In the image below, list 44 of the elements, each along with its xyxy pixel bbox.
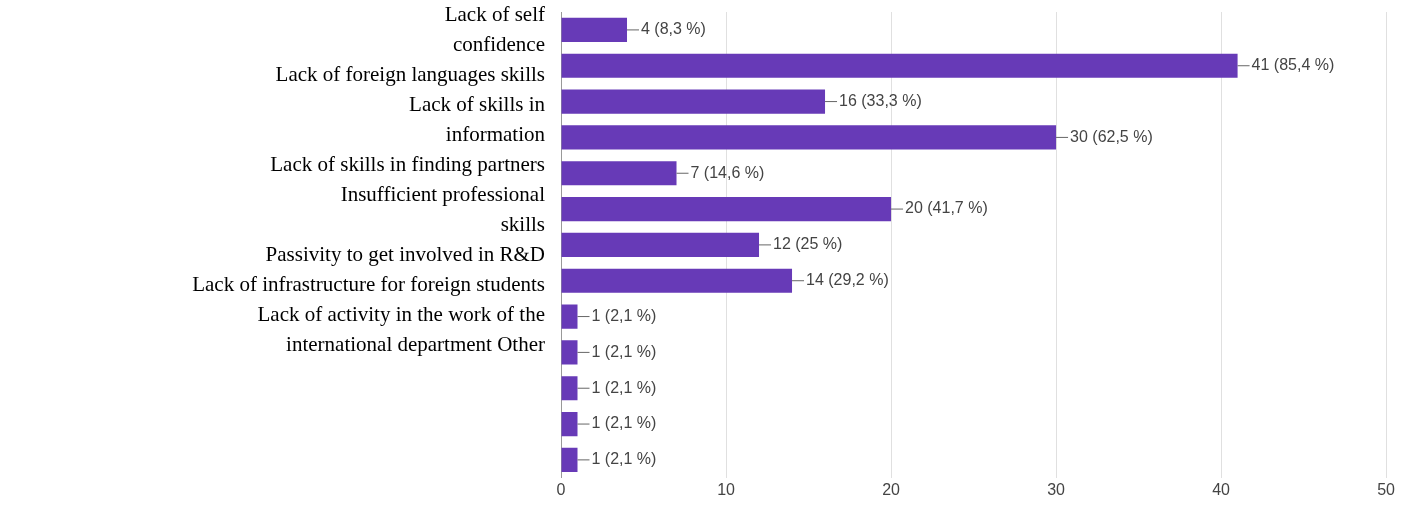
data-label: 7 (14,6 %)	[690, 163, 765, 181]
bar	[561, 376, 578, 401]
data-label: 4 (8,3 %)	[641, 20, 706, 38]
text: international department Other	[286, 332, 545, 357]
text: information	[445, 122, 545, 147]
bar	[561, 232, 760, 257]
bar	[561, 411, 578, 437]
x-tick-label: 40	[1212, 480, 1231, 498]
bar	[561, 340, 578, 365]
data-label: 1 (2,1 %)	[591, 414, 657, 432]
data-label: 14 (29,2 %)	[806, 271, 889, 289]
x-tick-label: 20	[882, 480, 901, 498]
x-tick-label: 30	[1047, 480, 1066, 498]
text: confidence	[452, 32, 545, 57]
bar	[561, 304, 578, 329]
bar	[561, 196, 892, 222]
text: Insufficient professional	[340, 182, 545, 207]
text: Lack of foreign languages skills	[275, 62, 545, 87]
x-tick-label: 0	[556, 480, 566, 498]
data-label: 12 (25 %)	[773, 235, 843, 253]
data-label: 1 (2,1 %)	[591, 306, 657, 324]
text: Lack of self	[444, 2, 545, 27]
text: Lack of infrastructure for foreign students	[192, 272, 545, 297]
bar	[561, 17, 628, 43]
bar	[561, 89, 826, 114]
text: Lack of skills in finding partners	[270, 152, 545, 177]
x-tick-label: 10	[717, 480, 736, 498]
bar	[561, 125, 1057, 150]
data-label: 20 (41,7 %)	[905, 199, 988, 217]
text: Lack of activity in the work of the	[257, 302, 545, 327]
data-label: 41 (85,4 %)	[1251, 56, 1335, 74]
bar	[561, 161, 677, 186]
text: Lack of skills in	[409, 92, 545, 117]
bar	[561, 447, 578, 472]
bar	[561, 268, 793, 293]
text: skills	[500, 212, 545, 237]
data-label: 16 (33,3 %)	[839, 91, 922, 109]
data-label: 1 (2,1 %)	[591, 342, 657, 360]
data-label: 1 (2,1 %)	[591, 450, 657, 468]
data-label: 1 (2,1 %)	[591, 378, 657, 396]
x-tick-label: 50	[1377, 480, 1396, 498]
text: Passivity to get involved in R&D	[265, 242, 545, 267]
bar	[561, 53, 1238, 78]
data-label: 30 (62,5 %)	[1070, 127, 1153, 145]
